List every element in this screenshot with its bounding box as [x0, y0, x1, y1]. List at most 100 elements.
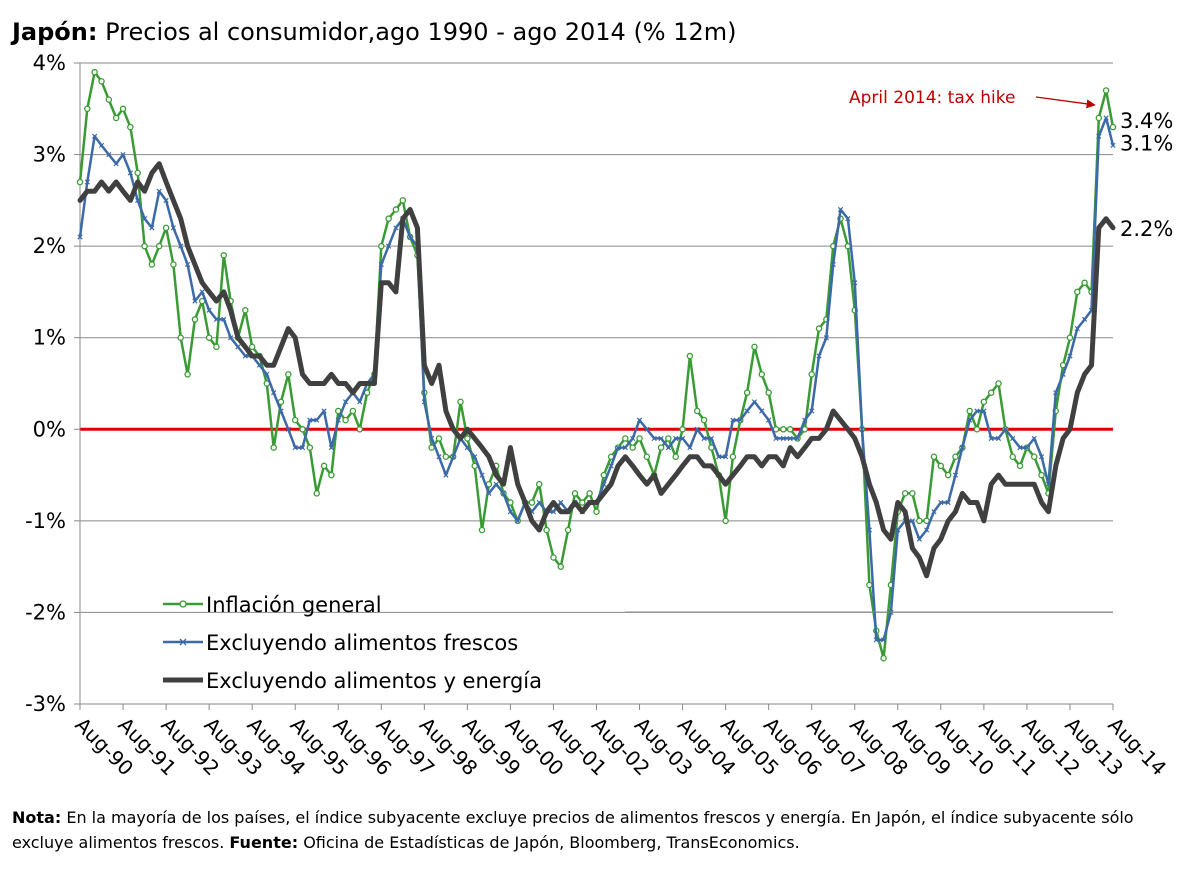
series-line-fresh — [78, 116, 1115, 642]
data-point-fresh — [1074, 325, 1080, 332]
data-point-general — [808, 371, 815, 378]
data-point-fresh — [221, 316, 227, 323]
data-point-general — [464, 435, 471, 442]
data-point-fresh — [393, 225, 399, 231]
y-tick-label: 1% — [33, 326, 66, 350]
data-point-fresh — [378, 261, 384, 268]
data-point-general — [629, 444, 636, 451]
data-point-fresh — [1103, 115, 1109, 121]
data-point-fresh — [278, 408, 284, 414]
data-point-fresh — [558, 499, 564, 506]
data-point-fresh — [163, 197, 169, 203]
data-point-fresh — [113, 161, 119, 167]
data-point-general — [930, 453, 938, 461]
data-point-general — [442, 453, 450, 461]
data-point-fresh — [866, 527, 873, 533]
data-point-general — [378, 242, 385, 250]
legend-item-energy: Excluyendo alimentos y energía — [163, 669, 542, 693]
data-point-fresh — [92, 133, 98, 139]
data-point-general — [76, 178, 84, 186]
data-point-fresh — [974, 408, 980, 414]
data-point-fresh — [751, 399, 758, 405]
data-point-fresh — [271, 390, 277, 396]
chart-labels: 3.4%3.1% 2.2% April 2014: tax hike — [849, 88, 1173, 241]
data-point-general — [780, 426, 787, 433]
data-point-fresh — [952, 472, 959, 478]
data-point-general — [191, 316, 199, 323]
data-point-general — [457, 398, 464, 406]
series-fresh — [77, 115, 1116, 643]
data-point-fresh — [909, 518, 916, 524]
end-label-general: 3.4% — [1120, 109, 1173, 133]
data-point-general — [693, 407, 701, 415]
data-point-fresh — [407, 234, 413, 240]
data-point-general — [1030, 453, 1038, 461]
data-point-fresh — [737, 417, 743, 423]
data-point-general — [84, 105, 91, 113]
data-point-general — [119, 105, 127, 113]
legend-label: Excluyendo alimentos frescos — [206, 631, 518, 655]
data-point-general — [765, 389, 772, 396]
data-point-general — [866, 581, 873, 589]
data-point-general — [105, 96, 113, 103]
data-point-fresh — [802, 417, 808, 423]
series-energy — [77, 161, 1116, 579]
data-point-general — [880, 654, 887, 662]
data-point-fresh — [687, 444, 693, 451]
series-lines — [76, 68, 1117, 662]
data-point-general — [435, 435, 443, 442]
data-point-general — [665, 435, 672, 442]
data-point-general — [966, 407, 973, 415]
data-point-general — [112, 114, 120, 122]
data-point-general — [937, 462, 945, 470]
title-country: Japón: — [12, 18, 98, 46]
data-point-general — [1109, 123, 1117, 131]
data-point-fresh — [120, 151, 126, 158]
data-point-fresh — [852, 280, 858, 286]
axes: 4%3%2%1%0%-1%-2%-3%Aug-90Aug-91Aug-92Aug… — [25, 51, 1171, 780]
data-point-general — [349, 407, 357, 415]
end-label-energy: 2.2% — [1120, 217, 1173, 241]
data-point-general — [916, 517, 923, 525]
series-general — [76, 68, 1117, 662]
data-point-fresh — [873, 637, 879, 643]
data-point-general — [134, 169, 141, 177]
data-point-general — [291, 416, 299, 424]
data-point-fresh — [716, 454, 722, 460]
data-point-general — [184, 371, 191, 378]
legend-label: Excluyendo alimentos y energía — [206, 669, 542, 693]
data-point-fresh — [450, 454, 456, 460]
data-point-fresh — [1038, 454, 1045, 460]
data-point-fresh — [264, 371, 270, 377]
data-point-fresh — [780, 435, 786, 442]
data-point-fresh — [916, 536, 922, 542]
data-point-fresh — [135, 197, 141, 203]
data-point-fresh — [651, 435, 657, 442]
data-point-fresh — [141, 216, 148, 222]
y-tick-label: 2% — [33, 234, 66, 258]
y-tick-label: -2% — [25, 600, 66, 624]
data-point-general — [248, 343, 256, 351]
data-point-fresh — [479, 472, 485, 478]
data-point-fresh — [536, 499, 542, 506]
data-point-fresh — [673, 435, 679, 442]
data-point-general — [213, 343, 220, 351]
data-point-fresh — [644, 426, 650, 432]
data-point-fresh — [213, 316, 220, 323]
data-point-general — [944, 471, 952, 479]
data-point-fresh — [500, 490, 507, 497]
data-point-fresh — [184, 261, 191, 268]
data-point-fresh — [701, 435, 707, 442]
data-point-fresh — [1053, 390, 1059, 396]
data-point-fresh — [988, 435, 994, 442]
data-point-general — [557, 563, 565, 570]
data-point-general — [700, 416, 708, 424]
data-point-general — [98, 78, 105, 85]
data-point-general — [593, 508, 600, 515]
data-point-general — [622, 435, 629, 442]
data-point-fresh — [192, 298, 198, 304]
data-point-general — [306, 444, 314, 451]
data-point-fresh — [895, 527, 901, 533]
data-point-fresh — [967, 417, 973, 423]
data-point-general — [91, 68, 98, 76]
